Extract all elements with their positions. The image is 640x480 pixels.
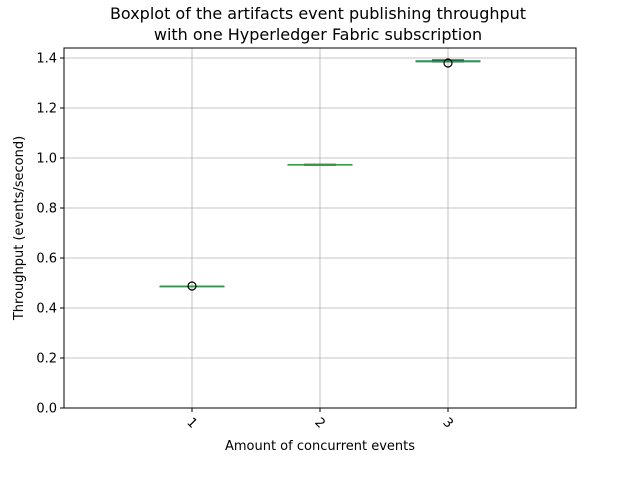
y-tick-label: 1.4 bbox=[36, 52, 57, 67]
x-axis-label: Amount of concurrent events bbox=[225, 439, 415, 454]
x-tick-label: 1 bbox=[183, 415, 199, 431]
y-tick-label: 0.2 bbox=[36, 352, 57, 367]
y-axis-label: Throughput (events/second) bbox=[12, 136, 27, 321]
y-axis-ticks: 0.0 0.2 0.4 0.6 0.8 1.0 1.2 1.4 bbox=[36, 52, 64, 417]
y-tick-label: 1.0 bbox=[36, 152, 57, 167]
box-category-1 bbox=[159, 281, 225, 291]
outlier-point bbox=[443, 58, 453, 68]
x-tick-label: 2 bbox=[311, 415, 327, 431]
x-axis-ticks: 1 2 3 bbox=[183, 408, 456, 432]
box-category-3 bbox=[415, 58, 481, 68]
boxes bbox=[159, 58, 481, 291]
y-tick-label: 1.2 bbox=[36, 102, 57, 117]
chart-title-line-2: with one Hyperledger Fabric subscription bbox=[154, 25, 482, 44]
chart-title-line-1: Boxplot of the artifacts event publishin… bbox=[110, 4, 526, 23]
y-tick-label: 0.0 bbox=[36, 402, 57, 417]
y-tick-label: 0.6 bbox=[36, 252, 57, 267]
x-tick-label: 3 bbox=[439, 415, 455, 431]
y-tick-label: 0.4 bbox=[36, 302, 57, 317]
box-category-2 bbox=[287, 163, 353, 166]
grid-lines bbox=[64, 48, 576, 409]
y-tick-label: 0.8 bbox=[36, 202, 57, 217]
outlier-point bbox=[187, 281, 197, 291]
